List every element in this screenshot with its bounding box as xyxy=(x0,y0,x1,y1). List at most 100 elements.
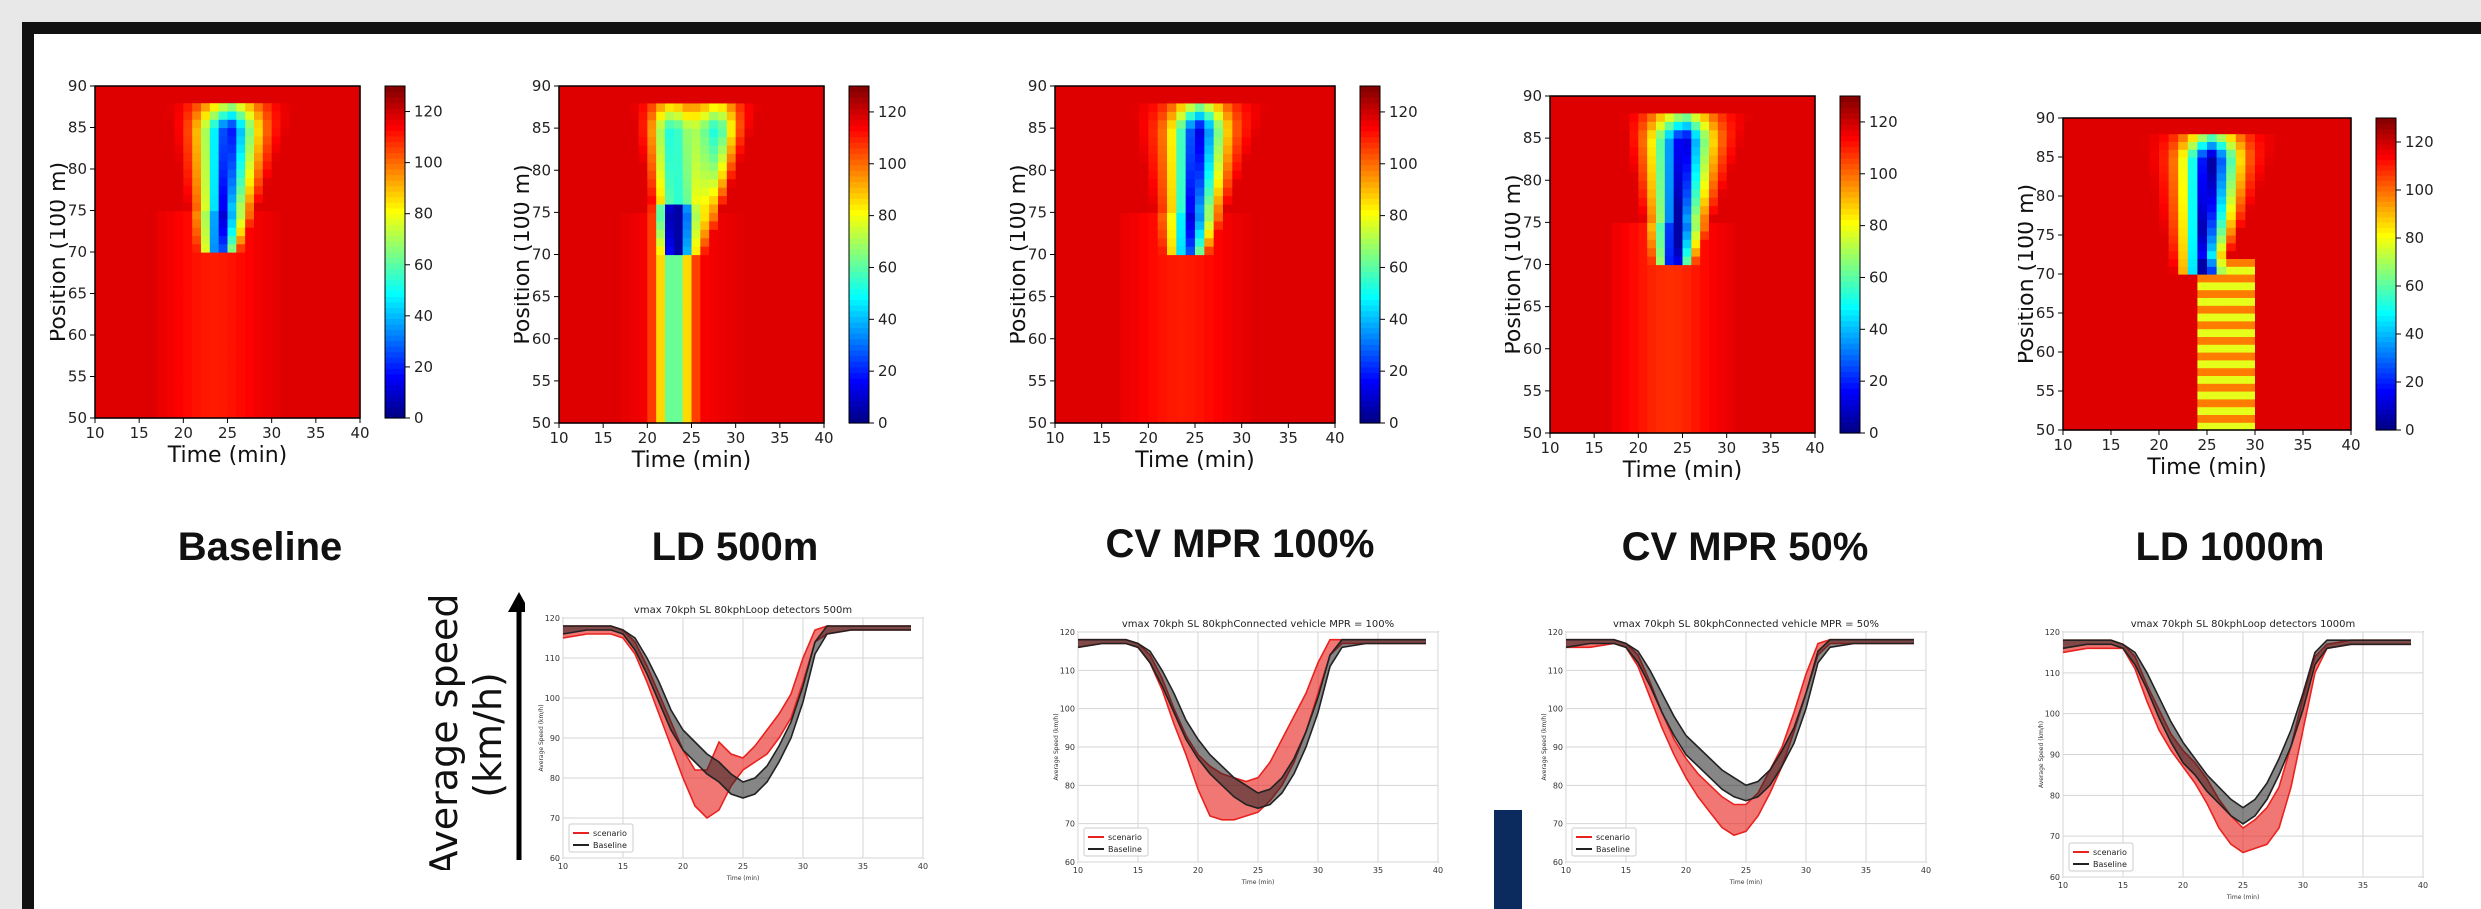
heatmap-cell xyxy=(1673,374,1684,384)
heatmap-cell xyxy=(148,301,158,311)
heatmap-cell xyxy=(576,153,587,163)
heatmap-cell xyxy=(112,393,123,402)
heatmap-cell xyxy=(700,254,710,264)
heatmap-cell xyxy=(262,376,273,386)
heatmap-cell xyxy=(1260,102,1271,112)
heatmap-cell xyxy=(1241,203,1252,213)
heatmap-cell xyxy=(1083,338,1093,348)
heatmap-cell xyxy=(139,401,149,411)
heatmap-cell xyxy=(165,160,176,170)
heatmap-cell xyxy=(1638,138,1648,148)
heatmap-cell xyxy=(139,152,149,162)
heatmap-cell xyxy=(1700,180,1710,190)
heatmap-cell xyxy=(779,212,790,222)
heatmap-cell xyxy=(192,202,202,212)
heatmap-cell xyxy=(1576,230,1586,240)
heatmap-cell xyxy=(1325,271,1336,281)
heatmap-cell xyxy=(594,347,604,357)
heatmap-cell xyxy=(209,409,220,419)
heatmap-cell xyxy=(709,203,719,213)
heatmap-cell xyxy=(656,397,666,407)
heatmap-cell xyxy=(806,389,816,399)
heatmap-cell xyxy=(1682,247,1692,257)
heatmap-cell xyxy=(1558,407,1569,417)
heatmap-cell xyxy=(298,326,308,336)
heatmap-cell xyxy=(744,355,754,365)
heatmap-cell xyxy=(1611,348,1622,358)
heatmap-cell xyxy=(1176,203,1187,213)
heatmap-cell xyxy=(1585,416,1595,426)
heatmap-cell xyxy=(771,279,781,289)
heatmap-cell xyxy=(1307,397,1317,407)
heatmap-cell xyxy=(1307,119,1317,129)
heatmap-cell xyxy=(753,136,763,146)
heatmap-cell xyxy=(1307,178,1317,188)
heatmap-cell xyxy=(656,136,666,146)
heatmap-cell xyxy=(1204,330,1215,340)
heatmap-cell xyxy=(1111,102,1121,112)
colorbar-segment xyxy=(849,260,869,267)
heatmap-cell xyxy=(262,218,273,228)
heatmap-cell xyxy=(1664,138,1675,148)
colorbar-segment xyxy=(1360,114,1380,121)
heatmap-cell xyxy=(1664,382,1675,392)
heatmap-cell xyxy=(1691,315,1701,325)
heatmap-cell xyxy=(673,212,684,222)
heatmap-cell xyxy=(262,343,273,353)
heatmap-cell xyxy=(1770,222,1781,232)
heatmap-cell xyxy=(1185,254,1196,264)
heatmap-cell xyxy=(1682,264,1692,274)
heatmap-cell xyxy=(333,326,343,336)
heatmap-cell xyxy=(1176,111,1187,121)
heatmap-cell xyxy=(1055,195,1065,205)
heatmap-cell xyxy=(1656,247,1666,257)
heatmap-cell xyxy=(156,202,167,212)
heatmap-cell xyxy=(1647,146,1657,156)
heatmap-cell xyxy=(1700,348,1710,358)
heatmap-cell xyxy=(1558,188,1569,198)
heatmap-cell xyxy=(1269,296,1280,306)
heatmap-cell xyxy=(612,355,622,365)
heatmap-cell xyxy=(1223,364,1233,374)
heatmap-cell xyxy=(262,293,273,303)
heatmap-cell xyxy=(1576,96,1586,106)
heatmap-cell xyxy=(148,218,158,228)
heatmap-cell xyxy=(682,170,693,180)
heatmap-cell xyxy=(709,212,719,222)
heatmap-cell xyxy=(1316,313,1327,323)
heatmap-cell xyxy=(1620,213,1631,223)
heatmap-cell xyxy=(165,393,176,402)
heatmap-cell xyxy=(245,293,255,303)
heatmap-cell xyxy=(209,193,220,203)
heatmap-cell xyxy=(192,218,202,228)
heatmap-cell xyxy=(112,193,123,203)
heatmap-cell xyxy=(289,94,299,104)
heatmap-cell xyxy=(1176,128,1187,138)
heatmap-cell xyxy=(1288,279,1299,289)
heatmap-cell xyxy=(682,229,693,239)
colorbar-segment xyxy=(385,257,405,264)
heatmap-cell xyxy=(620,187,631,197)
colorbar-segment xyxy=(385,152,405,159)
heatmap-cell xyxy=(1288,153,1299,163)
heatmap-cell xyxy=(1185,271,1196,281)
heatmap-cell xyxy=(1603,188,1613,198)
heatmap-cell xyxy=(1691,256,1701,266)
heatmap-cell xyxy=(682,288,693,298)
heatmap-cell xyxy=(673,195,684,205)
heatmap-cell xyxy=(594,220,604,230)
heatmap-cell xyxy=(307,318,317,328)
colorbar-segment xyxy=(385,218,405,225)
heatmap-cell xyxy=(815,288,825,298)
heatmap-cell xyxy=(351,235,361,245)
heatmap-cell xyxy=(262,110,273,120)
heatmap-cell xyxy=(1101,406,1112,416)
heatmap-cell xyxy=(262,351,273,361)
heatmap-cell xyxy=(1735,399,1745,409)
colorbar-segment xyxy=(385,296,405,303)
heatmap-cell xyxy=(351,210,361,220)
heatmap-cell xyxy=(271,318,282,328)
heatmap-cell xyxy=(183,318,193,328)
heatmap-cell xyxy=(744,128,754,138)
heatmap-cell xyxy=(1638,129,1648,139)
